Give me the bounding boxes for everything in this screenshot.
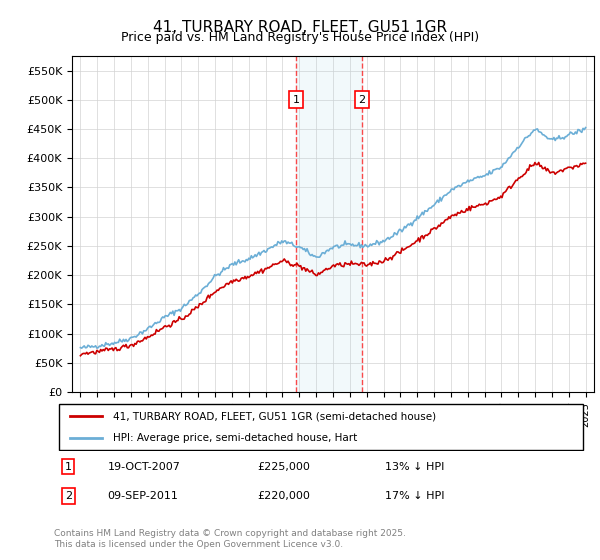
Text: £225,000: £225,000 [257, 461, 310, 472]
Text: 2: 2 [65, 491, 72, 501]
Text: 1: 1 [65, 461, 71, 472]
Text: HPI: Average price, semi-detached house, Hart: HPI: Average price, semi-detached house,… [113, 433, 357, 443]
Text: 41, TURBARY ROAD, FLEET, GU51 1GR: 41, TURBARY ROAD, FLEET, GU51 1GR [153, 20, 447, 35]
Text: 19-OCT-2007: 19-OCT-2007 [107, 461, 180, 472]
FancyBboxPatch shape [59, 404, 583, 450]
Text: Contains HM Land Registry data © Crown copyright and database right 2025.
This d: Contains HM Land Registry data © Crown c… [54, 529, 406, 549]
Text: 1: 1 [292, 95, 299, 105]
Text: 2: 2 [358, 95, 365, 105]
Text: 13% ↓ HPI: 13% ↓ HPI [385, 461, 445, 472]
Text: 09-SEP-2011: 09-SEP-2011 [107, 491, 178, 501]
Text: 17% ↓ HPI: 17% ↓ HPI [385, 491, 445, 501]
Text: 41, TURBARY ROAD, FLEET, GU51 1GR (semi-detached house): 41, TURBARY ROAD, FLEET, GU51 1GR (semi-… [113, 411, 436, 421]
Text: Price paid vs. HM Land Registry's House Price Index (HPI): Price paid vs. HM Land Registry's House … [121, 31, 479, 44]
Text: £220,000: £220,000 [257, 491, 310, 501]
Bar [296, 56, 362, 392]
